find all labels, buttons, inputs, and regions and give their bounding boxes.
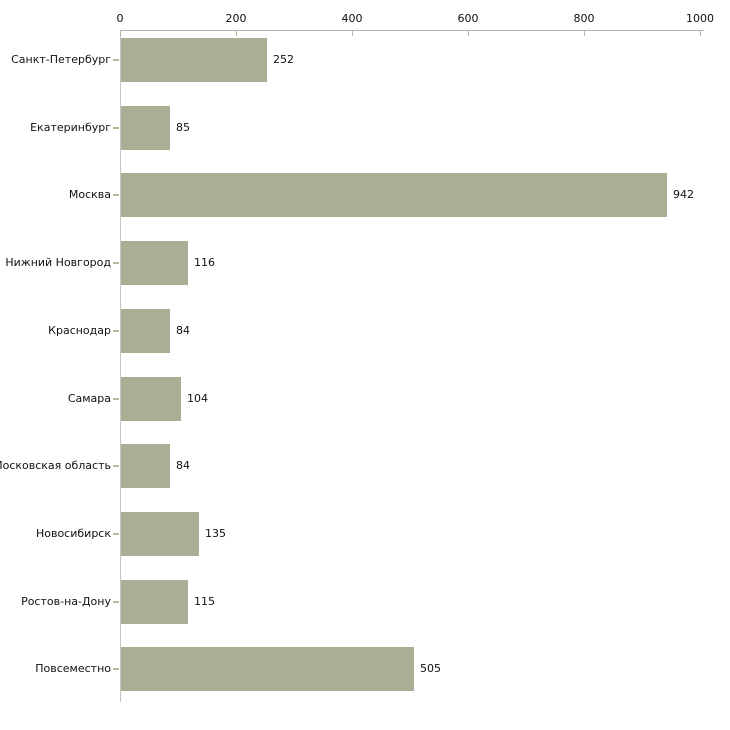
x-axis-tick-mark: [468, 31, 469, 36]
bar: [121, 309, 170, 353]
category-label: Санкт-Петербург: [11, 53, 111, 66]
value-label: 942: [673, 188, 694, 201]
category-tick-mark: [113, 194, 119, 196]
x-axis-tick-label: 600: [457, 12, 479, 25]
value-label: 505: [420, 662, 441, 675]
x-axis-tick-label: 800: [573, 12, 595, 25]
category-label: Новосибирск: [35, 527, 111, 540]
category-tick-mark: [113, 127, 119, 129]
value-label: 135: [205, 527, 226, 540]
x-axis-tick-label: 400: [341, 12, 363, 25]
x-axis-tick-mark: [700, 31, 701, 36]
value-label: 84: [176, 459, 190, 472]
bar: [121, 512, 199, 556]
bar: [121, 106, 170, 150]
value-label: 115: [194, 595, 215, 608]
x-axis-tick-label: 0: [116, 12, 124, 25]
category-label: Московская область: [0, 459, 111, 472]
bar: [121, 173, 667, 217]
category-label: Екатеринбург: [30, 121, 111, 134]
category-label: Самара: [67, 392, 111, 405]
category-tick-mark: [113, 601, 119, 603]
x-axis-tick-label: 1000: [686, 12, 714, 25]
x-axis-tick-mark: [584, 31, 585, 36]
value-label: 85: [176, 121, 190, 134]
x-axis-line: [120, 30, 704, 31]
y-axis-line: [120, 30, 121, 702]
category-label: Краснодар: [48, 324, 111, 337]
bar: [121, 38, 267, 82]
category-tick-mark: [113, 330, 119, 332]
value-label: 116: [194, 256, 215, 269]
bar: [121, 580, 188, 624]
category-tick-mark: [113, 398, 119, 400]
bar: [121, 444, 170, 488]
category-tick-mark: [113, 465, 119, 467]
category-tick-mark: [113, 668, 119, 670]
category-label: Повсеместно: [35, 662, 111, 675]
category-tick-mark: [113, 262, 119, 264]
value-label: 252: [273, 53, 294, 66]
x-axis-tick-mark: [236, 31, 237, 36]
x-axis-tick-label: 200: [225, 12, 247, 25]
bar: [121, 647, 414, 691]
value-label: 104: [187, 392, 208, 405]
category-tick-mark: [113, 59, 119, 61]
bar: [121, 241, 188, 285]
category-label: Ростов-на-Дону: [21, 595, 111, 608]
category-label: Москва: [68, 188, 111, 201]
x-axis-tick-mark: [120, 31, 121, 36]
category-tick-mark: [113, 533, 119, 535]
bar: [121, 377, 181, 421]
value-label: 84: [176, 324, 190, 337]
x-axis-tick-mark: [352, 31, 353, 36]
category-label: Нижний Новгород: [5, 256, 111, 269]
